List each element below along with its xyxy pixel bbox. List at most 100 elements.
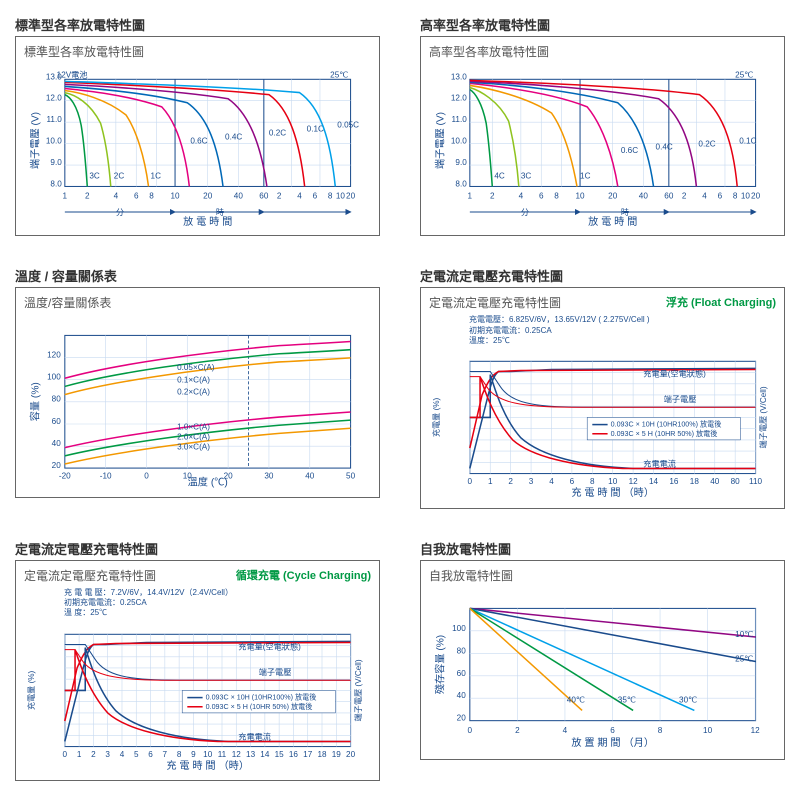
svg-text:0.093C × 5 H (10HR 50%) 放電後: 0.093C × 5 H (10HR 50%) 放電後 (611, 429, 718, 438)
svg-text:8.0: 8.0 (455, 179, 467, 188)
svg-text:8: 8 (590, 477, 595, 486)
svg-text:6: 6 (313, 192, 318, 201)
svg-text:3C: 3C (89, 171, 100, 180)
panel6-subtitle: 自我放電特性圖 (429, 567, 776, 584)
svg-text:0.093C × 10H (10HR100%) 放電後: 0.093C × 10H (10HR100%) 放電後 (611, 420, 722, 429)
svg-text:8: 8 (328, 192, 333, 201)
svg-text:5: 5 (134, 749, 139, 758)
svg-text:9: 9 (191, 749, 196, 758)
svg-text:2: 2 (85, 192, 90, 201)
svg-text:2C: 2C (114, 171, 125, 180)
svg-text:40℃: 40℃ (567, 695, 585, 704)
svg-text:0.093C × 10H (10HR100%) 放電後: 0.093C × 10H (10HR100%) 放電後 (206, 692, 317, 701)
svg-text:6: 6 (610, 725, 615, 734)
panel2-svg: 4C3C1C0.6C0.4C0.2C0.1C 25℃ 端子電壓 (V) 8.09… (429, 64, 776, 227)
svg-text:1: 1 (77, 749, 82, 758)
svg-text:30℃: 30℃ (679, 695, 697, 704)
svg-text:13.0: 13.0 (451, 72, 467, 81)
svg-text:1: 1 (488, 477, 493, 486)
svg-text:1: 1 (63, 192, 68, 201)
svg-text:16: 16 (289, 749, 299, 758)
panel3-title: 溫度 / 容量關係表 (15, 266, 380, 285)
panel-standard-discharge: 標準型各率放電特性圖 標準型各率放電特性圖 (15, 15, 380, 236)
svg-text:1: 1 (468, 192, 473, 201)
svg-text:100: 100 (47, 373, 61, 382)
svg-text:1C: 1C (151, 171, 162, 180)
svg-text:7: 7 (163, 749, 168, 758)
panel-cycle-charging: 定電流定電壓充電特性圖 定電流定電壓充電特性圖 循環充電 (Cycle Char… (15, 539, 380, 781)
svg-text:1C: 1C (580, 171, 591, 180)
svg-text:6: 6 (134, 192, 139, 201)
svg-text:4: 4 (114, 192, 119, 201)
panel5-conditions: 充 電 電 壓：7.2V/6V，14.4V/12V（2.4V/Cell）初期充電… (64, 588, 371, 619)
svg-text:16: 16 (669, 477, 679, 486)
panel1-ylabel: 端子電壓 (V) (28, 112, 41, 169)
svg-text:14: 14 (649, 477, 659, 486)
svg-text:8.0: 8.0 (50, 179, 62, 188)
svg-text:8: 8 (149, 192, 154, 201)
svg-text:20: 20 (224, 472, 234, 481)
svg-text:0.05C: 0.05C (337, 120, 359, 129)
svg-text:11: 11 (218, 749, 227, 758)
svg-text:0.05×C(A): 0.05×C(A) (177, 363, 215, 372)
svg-text:9.0: 9.0 (455, 158, 467, 167)
svg-text:10: 10 (336, 192, 346, 201)
svg-text:3C: 3C (521, 171, 532, 180)
panel4-subtitle: 定電流定電壓充電特性圖 (429, 294, 561, 311)
svg-text:4: 4 (297, 192, 302, 201)
panel4-xlabel: 充 電 時 間 （時） (571, 486, 654, 499)
svg-text:3.0×C(A): 3.0×C(A) (177, 443, 210, 452)
svg-text:4: 4 (519, 192, 524, 201)
panel5-subtitle: 定電流定電壓充電特性圖 (24, 567, 156, 584)
svg-text:9.0: 9.0 (50, 158, 62, 167)
svg-text:12.0: 12.0 (451, 94, 467, 103)
svg-text:80: 80 (731, 477, 741, 486)
panel2-ylabel: 端子電壓 (V) (433, 112, 446, 169)
panel1-chartbox: 標準型各率放電特性圖 (15, 36, 380, 236)
chart-grid: 標準型各率放電特性圖 標準型各率放電特性圖 (15, 15, 785, 781)
panel2-title: 高率型各率放電特性圖 (420, 15, 785, 34)
svg-text:-20: -20 (59, 472, 71, 481)
panel5-yl1: 充電量 (%) (26, 670, 36, 710)
svg-text:10.0: 10.0 (451, 137, 467, 146)
svg-text:2: 2 (508, 477, 513, 486)
svg-text:13: 13 (246, 749, 256, 758)
svg-text:0.1C: 0.1C (307, 124, 324, 133)
panel2-temp: 25℃ (735, 70, 753, 79)
panel5-svg: 01234567891011121314151617181920 充電量(空電狀… (24, 619, 371, 772)
svg-text:0.2C: 0.2C (269, 128, 286, 137)
svg-text:端子電壓: 端子電壓 (259, 667, 292, 677)
panel2-xseg2: 時 (621, 208, 629, 217)
panel1-xseg2: 時 (216, 208, 224, 217)
panel3-ylabel: 容量 (%) (28, 383, 41, 422)
svg-text:0.2×C(A): 0.2×C(A) (177, 388, 210, 397)
panel-self-discharge: 自我放電特性圖 自我放電特性圖 10℃25℃30℃35℃40℃ 殘存容量 (%)… (420, 539, 785, 781)
svg-text:12: 12 (629, 477, 639, 486)
panel4-yl1: 充電量 (%) (431, 398, 441, 438)
panel4-yr: 端子電壓 (V/Cell) (758, 387, 768, 449)
svg-text:40: 40 (639, 192, 649, 201)
panel4-chartbox: 定電流定電壓充電特性圖 浮充 (Float Charging) 充電電壓：6.8… (420, 287, 785, 508)
svg-text:0.1C: 0.1C (739, 137, 756, 146)
svg-text:充電電流: 充電電流 (238, 731, 271, 741)
svg-text:0.093C × 5 H (10HR 50%) 放電後: 0.093C × 5 H (10HR 50%) 放電後 (206, 702, 313, 711)
svg-text:10.0: 10.0 (46, 137, 62, 146)
panel1-xlabel: 放 電 時 間 (183, 215, 232, 227)
svg-text:12: 12 (751, 725, 761, 734)
svg-text:60: 60 (457, 668, 467, 677)
svg-text:20: 20 (608, 192, 618, 201)
svg-text:0.2C: 0.2C (698, 140, 715, 149)
svg-text:10: 10 (608, 477, 618, 486)
svg-text:2: 2 (490, 192, 495, 201)
svg-text:3: 3 (529, 477, 534, 486)
svg-text:11.0: 11.0 (451, 115, 467, 124)
panel2-xlabel: 放 電 時 間 (588, 215, 637, 227)
svg-text:0.4C: 0.4C (656, 143, 673, 152)
svg-text:60: 60 (259, 192, 269, 201)
svg-text:8: 8 (658, 725, 663, 734)
svg-text:0.6C: 0.6C (190, 137, 207, 146)
svg-text:6: 6 (570, 477, 575, 486)
svg-text:充電量(空電狀態): 充電量(空電狀態) (238, 641, 301, 651)
svg-text:0: 0 (63, 749, 68, 758)
svg-text:-10: -10 (100, 472, 112, 481)
